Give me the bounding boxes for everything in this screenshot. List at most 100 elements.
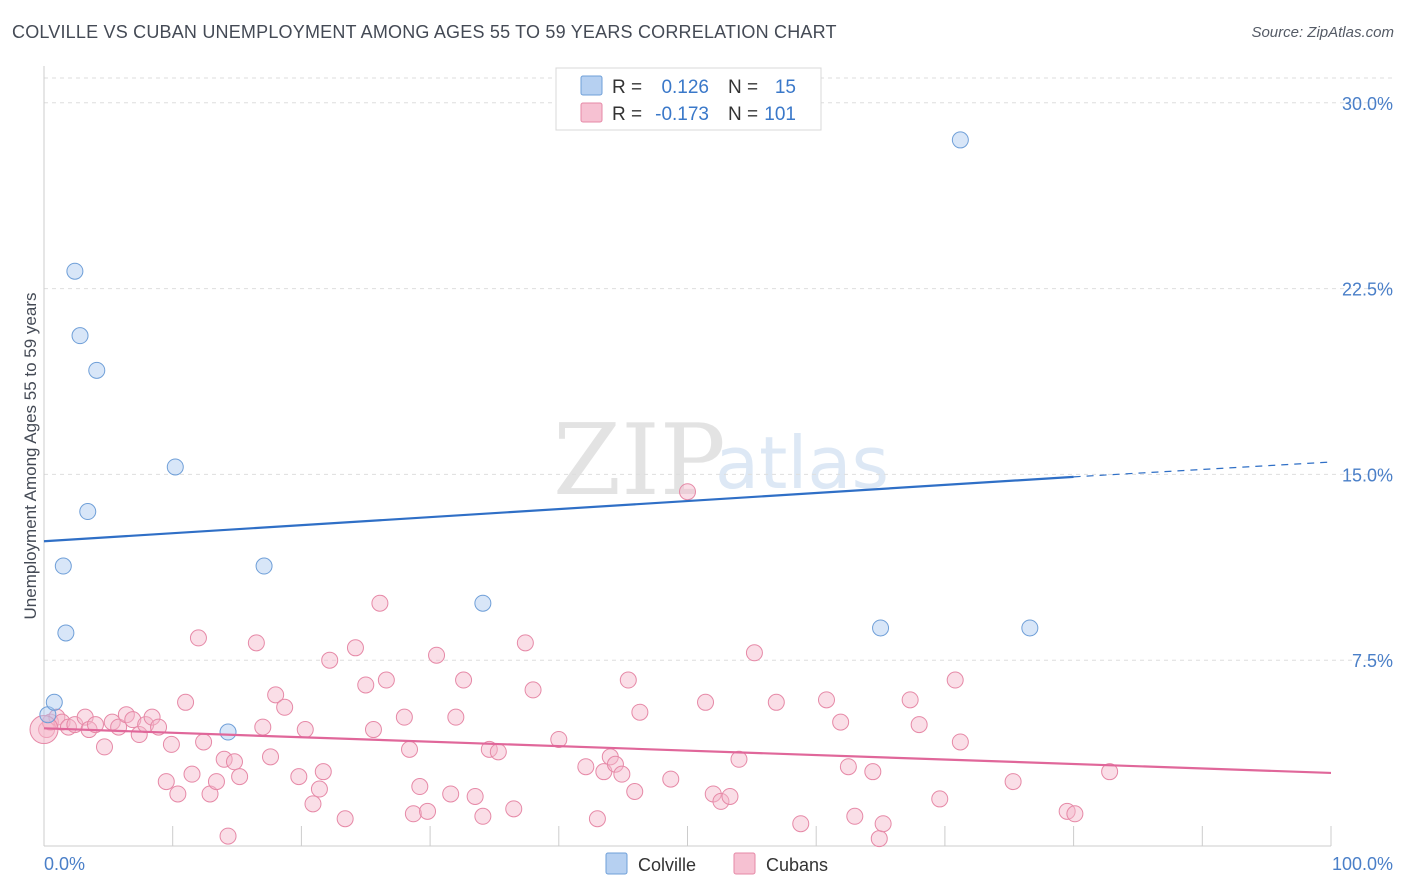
cubans-point	[157, 773, 175, 791]
cubans-point	[474, 807, 492, 825]
cubans-point	[404, 805, 422, 823]
colville-trend-line	[43, 475, 1074, 543]
cubans-point	[817, 691, 835, 709]
cubans-point	[296, 721, 314, 739]
cubans-point	[442, 785, 460, 803]
cubans-point	[95, 738, 113, 756]
chart-source: Source: ZipAtlas.com	[1251, 24, 1394, 41]
legend-r-value-colville: 0.126	[661, 77, 709, 98]
cubans-point	[745, 644, 763, 662]
cubans-point	[631, 703, 649, 721]
cubans-point	[254, 718, 272, 736]
cubans-point	[231, 768, 249, 786]
cubans-point	[169, 785, 187, 803]
colville-point	[54, 557, 72, 575]
cubans-point	[276, 698, 294, 716]
cubans-point	[1004, 773, 1022, 791]
cubans-point	[207, 773, 225, 791]
cubans-point	[336, 810, 354, 828]
y-tick-label: 30.0%	[1342, 94, 1393, 114]
cubans-point	[846, 807, 864, 825]
legend-swatch-cubans	[580, 102, 603, 123]
cubans-point	[1066, 805, 1084, 823]
cubans-point	[466, 787, 484, 805]
bottom-legend: Colville Cubans	[605, 852, 828, 875]
cubans-point	[626, 782, 644, 800]
colville-point	[166, 458, 184, 476]
y-axis-label: Unemployment Among Ages 55 to 59 years	[21, 293, 40, 620]
colville-point	[88, 361, 106, 379]
colville-point	[79, 503, 97, 521]
cubans-point	[679, 483, 696, 501]
cubans-point	[189, 629, 207, 647]
x-tick-label: 0.0%	[44, 854, 85, 874]
cubans-point	[901, 691, 919, 709]
colville-point	[1021, 619, 1039, 637]
cubans-point	[767, 693, 785, 711]
chart-title: COLVILLE VS CUBAN UNEMPLOYMENT AMONG AGE…	[12, 22, 837, 42]
cubans-point	[839, 758, 857, 776]
cubans-point	[516, 634, 534, 652]
y-tick-labels: 7.5% 15.0% 22.5% 30.0%	[1342, 94, 1393, 671]
bottom-legend-label-cubans: Cubans	[766, 855, 828, 875]
colville-point	[951, 131, 969, 149]
bottom-legend-label-colville: Colville	[638, 855, 696, 875]
cubans-point	[721, 787, 739, 805]
cubans-point	[455, 671, 473, 689]
cubans-point	[225, 753, 243, 771]
cubans-point	[290, 768, 308, 786]
cubans-point	[428, 646, 446, 664]
legend-n-label-cubans: N =	[728, 104, 758, 125]
legend-n-value-cubans: 101	[764, 104, 796, 125]
cubans-point	[395, 708, 413, 726]
x-tick-label: 100.0%	[1332, 854, 1393, 874]
cubans-point	[162, 735, 180, 753]
cubans-point	[321, 651, 339, 669]
cubans-point	[357, 676, 375, 694]
cubans-point	[143, 708, 161, 726]
cubans-point	[712, 792, 730, 810]
cubans-point	[730, 750, 748, 768]
cubans-point	[304, 795, 322, 813]
cubans-point	[832, 713, 850, 731]
colville-point	[57, 624, 75, 642]
legend-n-value-colville: 15	[775, 77, 796, 98]
colville-trend-line-extension	[1073, 461, 1332, 478]
cubans-point	[946, 671, 964, 689]
cubans-point	[489, 743, 507, 761]
cubans-point	[505, 800, 523, 818]
cubans-point	[419, 802, 437, 820]
cubans-point	[247, 634, 265, 652]
legend-r-label-colville: R =	[612, 77, 642, 98]
cubans-point	[377, 671, 395, 689]
legend-r-value-cubans: -0.173	[655, 104, 709, 125]
colville-point	[474, 594, 492, 612]
legend: R = 0.126 N = 15 R = -0.173 N = 101	[555, 67, 822, 131]
bottom-legend-swatch-cubans	[733, 852, 756, 875]
cubans-point	[346, 639, 364, 657]
cubans-point	[874, 815, 892, 833]
grid-lines	[44, 77, 1392, 661]
cubans-trend-line	[43, 727, 1332, 775]
cubans-point	[951, 733, 969, 751]
data-points	[29, 131, 1119, 848]
cubans-point	[364, 721, 382, 739]
bottom-legend-swatch-colville	[605, 852, 628, 875]
cubans-point	[864, 763, 882, 781]
watermark: ZIP atlas	[553, 404, 889, 518]
cubans-point	[86, 716, 104, 734]
cubans-point	[577, 758, 595, 776]
cubans-point	[215, 750, 233, 768]
cubans-point	[219, 827, 237, 845]
cubans-point	[411, 778, 429, 796]
cubans-point	[195, 733, 213, 751]
cubans-point	[524, 681, 542, 699]
cubans-point	[124, 711, 142, 729]
legend-r-label-cubans: R =	[612, 104, 642, 125]
cubans-point	[177, 693, 195, 711]
cubans-point	[310, 780, 328, 798]
y-tick-label: 15.0%	[1342, 465, 1393, 485]
cubans-point	[588, 810, 606, 828]
cubans-point	[606, 755, 624, 773]
